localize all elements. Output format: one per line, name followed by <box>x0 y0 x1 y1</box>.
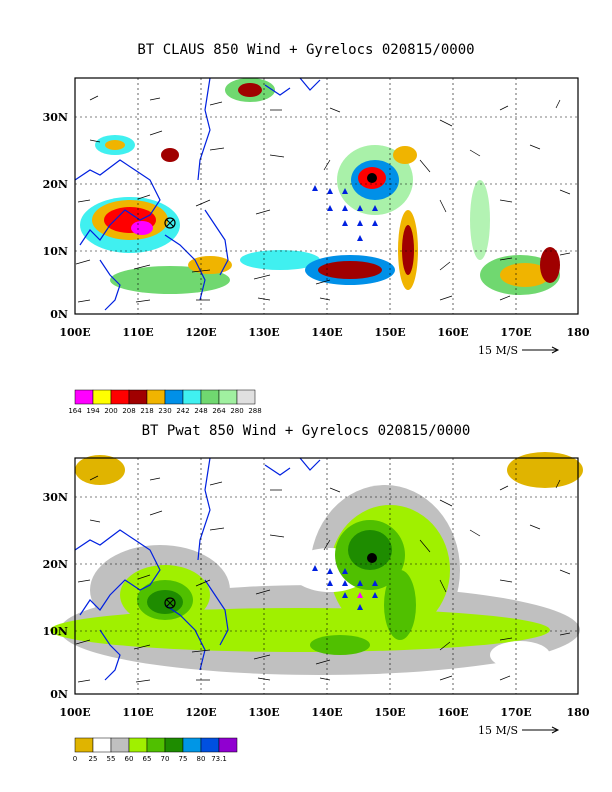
panel1-ytick-0n: 0N <box>50 308 68 321</box>
colorbar-swatch <box>110 389 130 405</box>
panel1-colorbar: 164 194 200 208 218 230 242 248 264 280 288 <box>68 389 262 415</box>
panel2-xtick: 140E <box>311 706 342 719</box>
panel1-xtick: 160E <box>437 326 468 339</box>
panel2-xtick: 100E <box>59 706 90 719</box>
panel1-wind-vectors <box>75 95 571 303</box>
colorbar-label: 200 <box>104 407 117 415</box>
colorbar-label: 75 <box>179 755 188 763</box>
panel1-map: 30N 20N 10N 0N 100E 110E 120E 130E 140E … <box>43 77 590 415</box>
panel2-colorbar: 0 25 55 60 65 70 75 80 73.1 <box>73 737 238 763</box>
colorbar-swatch <box>128 737 148 753</box>
panel2-title: BT Pwat 850 Wind + Gyrelocs 020815/0000 <box>141 423 471 439</box>
colorbar-swatch <box>164 737 184 753</box>
panel1-xtick: 180 <box>567 326 590 339</box>
panel2-map: 30N 20N 10N 0N 100E 110E 120E 130E 140E … <box>43 452 590 763</box>
panel2-xtick: 160E <box>437 706 468 719</box>
panel2-ytick-20n: 20N <box>43 558 68 571</box>
panel1-ytick-20n: 20N <box>43 178 68 191</box>
panel1-cloud-field <box>80 78 560 295</box>
panel2-xtick: 170E <box>500 706 531 719</box>
panel1-xtick: 110E <box>122 326 153 339</box>
colorbar-swatch <box>92 737 112 753</box>
panel1-gridlines <box>75 78 578 314</box>
colorbar-label: 25 <box>89 755 98 763</box>
colorbar-swatch <box>92 389 112 405</box>
panel2-scale-arrow <box>522 726 560 734</box>
panel1-scale-arrow <box>522 346 560 354</box>
colorbar-swatch <box>200 737 220 753</box>
colorbar-swatch <box>236 389 256 405</box>
colorbar-label: 194 <box>86 407 100 415</box>
colorbar-label: 80 <box>197 755 206 763</box>
colorbar-swatch <box>128 389 148 405</box>
colorbar-swatch <box>218 737 238 753</box>
colorbar-label: 55 <box>107 755 116 763</box>
panel1-scale-label: 15 M/S <box>478 344 518 357</box>
colorbar-swatch <box>182 737 202 753</box>
panel1-gyre-markers <box>164 173 378 241</box>
panel1-xtick: 170E <box>500 326 531 339</box>
colorbar-swatch <box>182 389 202 405</box>
panel2-xtick: 110E <box>122 706 153 719</box>
colorbar-label: 218 <box>140 407 153 415</box>
colorbar-label: 0 <box>73 755 77 763</box>
colorbar-label: 264 <box>212 407 226 415</box>
panel2-gyre-markers <box>164 553 378 610</box>
colorbar-label: 288 <box>248 407 261 415</box>
panel2-xtick: 180 <box>567 706 590 719</box>
panel1-ytick-10n: 10N <box>43 245 68 258</box>
colorbar-label: 60 <box>125 755 134 763</box>
panel2-pwat-field <box>50 452 583 694</box>
colorbar-swatch <box>218 389 238 405</box>
colorbar-label: 248 <box>194 407 207 415</box>
colorbar-swatch <box>200 389 220 405</box>
panel2-wind-vectors <box>75 475 571 683</box>
colorbar-swatch <box>164 389 184 405</box>
panel1-xtick: 150E <box>374 326 405 339</box>
panel1-xtick: 140E <box>311 326 342 339</box>
panel2-frame <box>74 457 579 695</box>
panel1-coastlines <box>74 77 321 311</box>
panel2-gridlines <box>75 458 578 694</box>
colorbar-swatch <box>74 737 94 753</box>
panel1-xtick: 120E <box>185 326 216 339</box>
colorbar-label: 230 <box>158 407 171 415</box>
colorbar-label: 70 <box>161 755 170 763</box>
panel2-ytick-30n: 30N <box>43 491 68 504</box>
colorbar-swatch <box>146 737 166 753</box>
colorbar-label: 65 <box>143 755 152 763</box>
panel2-scale-label: 15 M/S <box>478 724 518 737</box>
colorbar-label: 164 <box>68 407 82 415</box>
colorbar-label: 208 <box>122 407 135 415</box>
panel1-xtick: 130E <box>248 326 279 339</box>
panel2-coastlines <box>74 457 321 681</box>
panel1-ytick-30n: 30N <box>43 111 68 124</box>
panel1-title: BT CLAUS 850 Wind + Gyrelocs 020815/0000 <box>137 42 475 58</box>
panel2-xtick: 120E <box>185 706 216 719</box>
colorbar-swatch <box>74 389 94 405</box>
colorbar-swatch <box>146 389 166 405</box>
colorbar-label: 242 <box>176 407 189 415</box>
panel1-xtick: 100E <box>59 326 90 339</box>
colorbar-label: 73.1 <box>211 755 227 763</box>
panel2-xtick: 130E <box>248 706 279 719</box>
panel2-ytick-0n: 0N <box>50 688 68 701</box>
panel2-xtick: 150E <box>374 706 405 719</box>
panel2-ytick-10n: 10N <box>43 625 68 638</box>
panel1-frame <box>74 77 579 315</box>
colorbar-swatch <box>110 737 130 753</box>
colorbar-label: 280 <box>230 407 243 415</box>
